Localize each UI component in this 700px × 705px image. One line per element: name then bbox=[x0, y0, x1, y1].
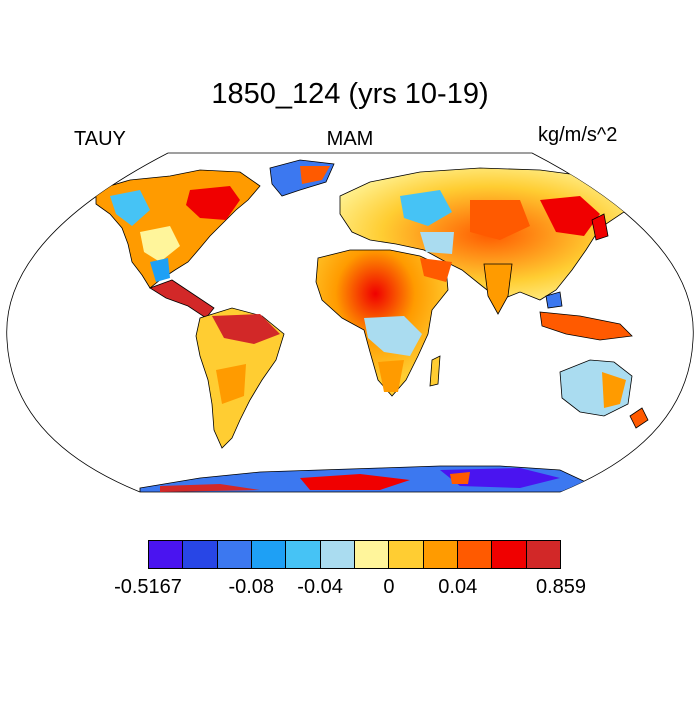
colorbar-label: -0.08 bbox=[228, 576, 275, 598]
colorbar-box bbox=[149, 541, 184, 568]
plot-title: 1850_124 (yrs 10-19) bbox=[211, 78, 489, 110]
colorbar-box bbox=[492, 541, 527, 568]
colorbar-box bbox=[286, 541, 321, 568]
colorbar-box bbox=[183, 541, 218, 568]
colorbar-box bbox=[251, 541, 287, 568]
colorbar-box bbox=[423, 541, 458, 568]
colorbar-box bbox=[389, 541, 424, 568]
colorbar-label: 0 bbox=[383, 576, 395, 598]
colorbar bbox=[148, 540, 561, 569]
colorbar-box bbox=[354, 541, 390, 568]
colorbar-box bbox=[320, 541, 355, 568]
colorbar-box bbox=[526, 541, 560, 568]
season-label: MAM bbox=[326, 128, 374, 150]
central-america bbox=[149, 279, 215, 319]
colorbar-label: -0.5167 bbox=[114, 576, 182, 598]
colorbar-label: 0.04 bbox=[438, 576, 478, 598]
units-label: kg/m/s^2 bbox=[538, 124, 618, 146]
colorbar-label: 0.859 bbox=[535, 576, 587, 598]
india bbox=[483, 263, 513, 315]
variable-label: TAUY bbox=[74, 128, 126, 150]
colorbar-box bbox=[217, 541, 252, 568]
colorbar-box bbox=[457, 541, 493, 568]
colorbar-label: -0.04 bbox=[297, 576, 343, 598]
